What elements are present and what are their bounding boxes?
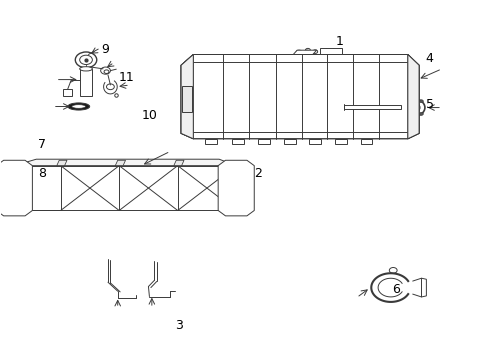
Polygon shape bbox=[173, 160, 183, 166]
Polygon shape bbox=[181, 54, 193, 139]
Polygon shape bbox=[14, 166, 236, 211]
Circle shape bbox=[401, 112, 405, 115]
Circle shape bbox=[401, 100, 405, 103]
Polygon shape bbox=[115, 160, 125, 166]
Polygon shape bbox=[421, 278, 426, 297]
Text: 4: 4 bbox=[425, 51, 433, 64]
Polygon shape bbox=[408, 78, 416, 101]
Text: 5: 5 bbox=[425, 98, 433, 111]
Polygon shape bbox=[182, 86, 192, 112]
Text: 3: 3 bbox=[174, 319, 182, 332]
Polygon shape bbox=[293, 50, 316, 54]
Circle shape bbox=[419, 100, 423, 103]
Polygon shape bbox=[62, 89, 72, 96]
Ellipse shape bbox=[72, 105, 85, 108]
Polygon shape bbox=[80, 69, 92, 96]
Polygon shape bbox=[181, 54, 418, 139]
Polygon shape bbox=[407, 54, 418, 139]
Polygon shape bbox=[334, 139, 346, 144]
Text: 6: 6 bbox=[391, 283, 399, 296]
Circle shape bbox=[408, 105, 415, 110]
Polygon shape bbox=[232, 139, 244, 144]
Polygon shape bbox=[14, 159, 236, 166]
Text: 11: 11 bbox=[119, 71, 134, 84]
Text: 10: 10 bbox=[141, 109, 157, 122]
Ellipse shape bbox=[68, 103, 89, 110]
Polygon shape bbox=[360, 139, 371, 144]
Circle shape bbox=[296, 50, 302, 54]
Polygon shape bbox=[344, 105, 400, 109]
Text: 9: 9 bbox=[102, 42, 109, 55]
Polygon shape bbox=[284, 139, 295, 144]
Circle shape bbox=[419, 112, 423, 115]
Polygon shape bbox=[320, 48, 341, 54]
Text: 8: 8 bbox=[38, 167, 46, 180]
Polygon shape bbox=[309, 139, 321, 144]
Ellipse shape bbox=[80, 67, 92, 71]
Polygon shape bbox=[205, 139, 217, 144]
Polygon shape bbox=[218, 160, 254, 216]
Circle shape bbox=[304, 50, 309, 54]
Text: 2: 2 bbox=[254, 167, 262, 180]
Polygon shape bbox=[258, 139, 269, 144]
Polygon shape bbox=[57, 160, 67, 166]
Polygon shape bbox=[0, 160, 32, 216]
Text: 7: 7 bbox=[38, 138, 46, 151]
Text: 1: 1 bbox=[335, 35, 343, 49]
